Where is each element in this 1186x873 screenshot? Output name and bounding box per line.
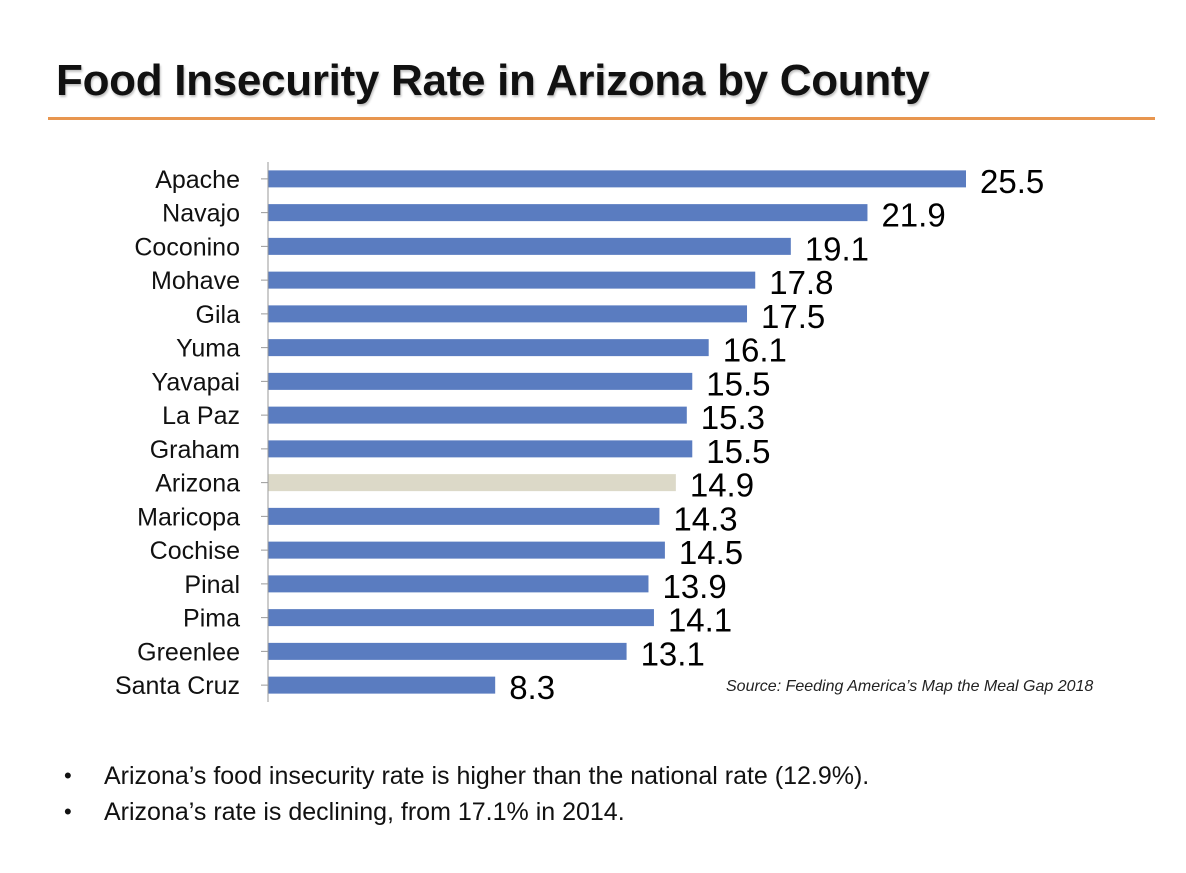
category-label: Arizona [155,470,240,498]
category-label: Yuma [176,335,240,363]
bar [268,440,693,458]
bar [268,237,791,255]
data-label: 14.9 [690,467,754,504]
axis-group [261,162,269,702]
bullet-item: • Arizona’s rate is declining, from 17.1%… [62,794,869,830]
category-label: Coconino [134,233,240,261]
data-label: 17.5 [761,298,825,335]
category-label: Maricopa [137,503,240,531]
bullet-text: Arizona’s rate is declining, from 17.1% … [104,798,625,826]
category-label: Yavapai [152,368,241,396]
category-label: Santa Cruz [115,672,240,700]
labels-group: Apache 25.5 Navajo 21.9 Coconino 19.1 Mohave 17… [115,163,1044,706]
bar [268,609,654,627]
bar [268,271,756,289]
bullet-list: • Arizona’s food insecurity rate is highe… [62,758,869,830]
bar [268,372,693,390]
data-label: 15.5 [706,365,770,402]
bullet-text: Arizona’s food insecurity rate is higher… [104,762,870,790]
category-label: Apache [155,166,240,194]
category-label: Greenlee [137,638,240,666]
category-label: Pinal [184,571,240,599]
data-label: 17.8 [769,264,833,301]
bar [268,339,709,357]
category-label: Graham [150,436,240,464]
category-label: Navajo [162,200,240,228]
bar [268,305,748,323]
bar [268,541,665,559]
title-divider [48,117,1155,120]
bar [268,507,660,525]
category-label: Pima [183,605,240,633]
category-label: La Paz [162,402,240,430]
bar [268,642,627,660]
bullet-item: • Arizona’s food insecurity rate is highe… [62,758,869,794]
data-label: 13.9 [662,568,726,605]
data-label: 14.5 [679,534,743,571]
bars-group [268,170,966,694]
bar-highlight [268,474,676,492]
data-label: 14.3 [673,500,737,537]
bar [268,676,496,694]
bar [268,406,687,424]
category-label: Cochise [150,537,240,565]
data-label: 16.1 [723,332,787,369]
data-label: 15.5 [706,433,770,470]
data-label: 15.3 [701,399,765,436]
slide-title: Food Insecurity Rate in Arizona by Count… [56,56,930,105]
category-label: Gila [196,301,241,329]
data-label: 21.9 [881,197,945,234]
data-label: 13.1 [641,635,705,672]
bullet-dot: • [64,763,72,788]
data-label: 25.5 [980,163,1044,200]
data-label: 19.1 [805,230,869,267]
bar [268,204,868,222]
bullet-dot: • [64,799,72,824]
data-label: 14.1 [668,602,732,639]
data-label: 8.3 [509,669,555,706]
bar [268,575,649,593]
bar [268,170,966,188]
category-label: Mohave [151,267,240,295]
source-note: Source: Feeding America’s Map the Meal G… [726,678,1094,695]
